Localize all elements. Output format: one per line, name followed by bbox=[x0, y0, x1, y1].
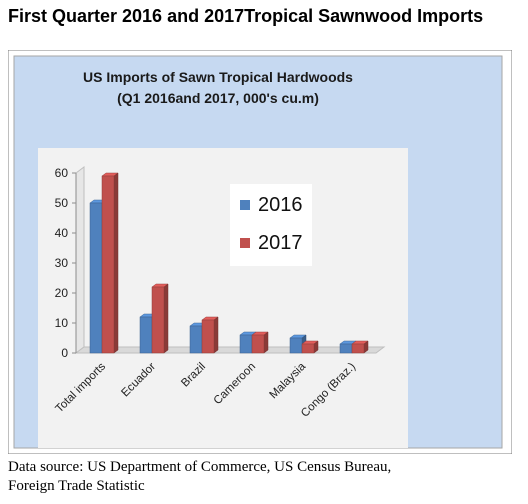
y-tick-label: 60 bbox=[55, 166, 69, 180]
legend-swatch-2016 bbox=[240, 200, 250, 210]
chart-svg: US Imports of Sawn Tropical Hardwoods (Q… bbox=[7, 49, 513, 455]
chart-floor bbox=[74, 346, 386, 354]
legend: 2016 2017 bbox=[230, 184, 312, 266]
bars-layer bbox=[89, 172, 369, 354]
bar-2017-3 bbox=[251, 331, 269, 354]
y-tick-label: 40 bbox=[55, 226, 69, 240]
legend-swatch-2017 bbox=[240, 238, 250, 248]
data-source-note: Data source: US Department of Commerce, … bbox=[8, 458, 523, 496]
y-tick-label: 0 bbox=[61, 346, 68, 360]
chart-subtitle: (Q1 2016and 2017, 000's cu.m) bbox=[117, 90, 319, 106]
y-tick-label: 30 bbox=[55, 256, 69, 270]
y-tick-label: 10 bbox=[55, 316, 69, 330]
page-heading: First Quarter 2016 and 2017Tropical Sawn… bbox=[8, 6, 484, 26]
chart-title: US Imports of Sawn Tropical Hardwoods bbox=[83, 69, 353, 85]
chart-side-wall bbox=[75, 166, 85, 354]
y-tick-label: 50 bbox=[55, 196, 69, 210]
legend-label-2017: 2017 bbox=[258, 232, 303, 254]
y-tick-label: 20 bbox=[55, 286, 69, 300]
bar-2017-1 bbox=[151, 283, 169, 354]
bar-2017-0 bbox=[101, 172, 119, 354]
bar-2017-4 bbox=[301, 340, 319, 354]
bar-2017-5 bbox=[351, 340, 369, 354]
data-source-line-2: Foreign Trade Statistic bbox=[8, 478, 145, 494]
legend-label-2016: 2016 bbox=[258, 194, 303, 216]
bar-2017-2 bbox=[201, 316, 219, 354]
data-source-line-1: Data source: US Department of Commerce, … bbox=[8, 459, 392, 475]
bar-2016-4 bbox=[289, 334, 307, 354]
chart-frame: US Imports of Sawn Tropical Hardwoods (Q… bbox=[7, 49, 513, 455]
legend-box bbox=[230, 184, 312, 266]
